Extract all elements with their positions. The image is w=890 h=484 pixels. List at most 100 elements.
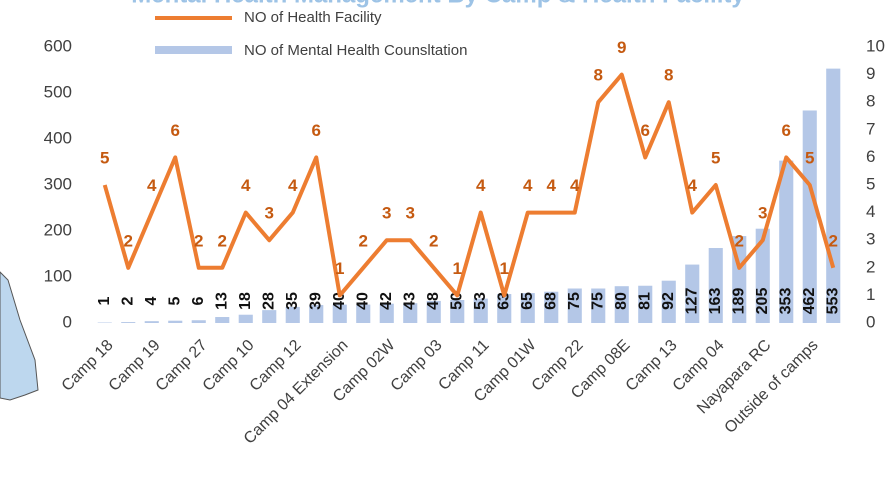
line-value-label: 4 xyxy=(147,176,157,195)
bar-value-label: 553 xyxy=(824,288,841,315)
bar xyxy=(755,228,770,323)
bar xyxy=(661,280,676,323)
line-value-label: 6 xyxy=(782,121,791,140)
bar xyxy=(332,304,347,323)
line-value-label: 6 xyxy=(171,121,180,140)
line-value-label: 2 xyxy=(359,231,368,250)
bar xyxy=(826,68,841,324)
bar xyxy=(238,314,253,323)
bar-value-label: 75 xyxy=(589,292,606,310)
bar xyxy=(802,110,817,323)
line-value-label: 1 xyxy=(453,259,462,278)
bar-value-label: 43 xyxy=(401,292,418,310)
x-tick-label: Camp 03 xyxy=(388,337,446,395)
legend-label: NO of Health Facility xyxy=(244,9,382,26)
bar xyxy=(567,288,582,323)
bar xyxy=(426,300,441,323)
bar-value-label: 4 xyxy=(143,296,160,305)
line-value-label: 4 xyxy=(523,176,533,195)
bar xyxy=(450,300,465,323)
bar xyxy=(708,248,723,323)
bar xyxy=(379,303,394,323)
line-value-label: 2 xyxy=(194,231,203,250)
bar xyxy=(638,285,653,323)
bar-value-label: 42 xyxy=(378,292,395,310)
bar xyxy=(685,264,700,323)
y2-tick-label: 7 xyxy=(866,119,875,138)
bar-value-label: 40 xyxy=(354,292,371,310)
bar xyxy=(520,293,535,323)
bar-value-label: 81 xyxy=(636,292,653,310)
line-value-label: 6 xyxy=(641,121,650,140)
bar-value-label: 13 xyxy=(213,292,230,310)
bar-value-label: 40 xyxy=(331,292,348,310)
line-value-label: 3 xyxy=(406,204,415,223)
legend-swatch xyxy=(155,46,232,54)
bar-value-label: 63 xyxy=(495,292,512,310)
bar-value-label: 92 xyxy=(660,292,677,310)
y-tick-label: 200 xyxy=(44,220,72,239)
y2-tick-label: 6 xyxy=(866,147,875,166)
bar-value-label: 50 xyxy=(448,292,465,310)
bar xyxy=(168,320,183,323)
line-value-label: 3 xyxy=(265,204,274,223)
y2-tick-label: 9 xyxy=(866,64,875,83)
bar xyxy=(403,303,418,323)
bar xyxy=(144,321,159,323)
y-tick-label: 400 xyxy=(44,128,72,147)
bar xyxy=(544,291,559,323)
bar-value-label: 35 xyxy=(284,292,301,310)
line-value-label: 5 xyxy=(100,148,109,167)
y-tick-label: 300 xyxy=(44,174,72,193)
bar-value-label: 6 xyxy=(190,296,207,305)
bar-value-label: 68 xyxy=(542,292,559,310)
bar-value-label: 18 xyxy=(237,292,254,310)
line-value-label: 2 xyxy=(735,231,744,250)
y2-tick-label: 2 xyxy=(866,257,875,276)
bar-value-label: 80 xyxy=(613,292,630,310)
bar xyxy=(497,294,512,323)
bar xyxy=(285,306,300,323)
chart-title: Mental Health Management By Camp & Healt… xyxy=(131,0,745,8)
line-value-label: 4 xyxy=(570,176,580,195)
bar xyxy=(215,317,230,323)
line-value-label: 2 xyxy=(829,231,838,250)
bar-value-label: 65 xyxy=(519,292,536,310)
line-value-label: 2 xyxy=(429,231,438,250)
bar xyxy=(191,320,206,323)
y2-tick-label: 8 xyxy=(866,92,875,111)
line xyxy=(102,72,836,298)
line-value-label: 5 xyxy=(711,148,720,167)
y2-tick-label: 3 xyxy=(866,230,875,249)
bar-value-label: 39 xyxy=(307,292,324,310)
line-value-label: 4 xyxy=(476,176,486,195)
line-value-label: 9 xyxy=(617,38,626,57)
line-value-label: 4 xyxy=(547,176,557,195)
bar-value-label: 127 xyxy=(683,288,700,315)
bar xyxy=(473,298,488,323)
y-tick-label: 500 xyxy=(44,82,72,101)
bar xyxy=(121,322,136,323)
line-value-label: 4 xyxy=(241,176,251,195)
bar xyxy=(309,305,324,323)
map-fragment xyxy=(0,271,39,401)
y-tick-label: 100 xyxy=(44,266,72,285)
y2-tick-label: 1 xyxy=(866,285,875,304)
bar xyxy=(614,286,629,323)
bar-value-label: 48 xyxy=(425,292,442,310)
line-value-label: 5 xyxy=(805,148,814,167)
bar xyxy=(779,160,794,323)
bar-value-label: 2 xyxy=(119,296,136,305)
bar-value-label: 353 xyxy=(777,288,794,315)
bar-value-label: 462 xyxy=(801,288,818,315)
bar xyxy=(262,310,277,323)
y2-tick-label: 4 xyxy=(866,202,875,221)
line-value-label: 2 xyxy=(124,231,133,250)
legend-label: NO of Mental Health Counsltation xyxy=(244,42,467,59)
y-tick-label: 600 xyxy=(44,36,72,55)
bar-value-label: 75 xyxy=(566,292,583,310)
line-value-label: 8 xyxy=(594,66,603,85)
line-value-label: 6 xyxy=(312,121,321,140)
bar-value-label: 28 xyxy=(260,292,277,310)
